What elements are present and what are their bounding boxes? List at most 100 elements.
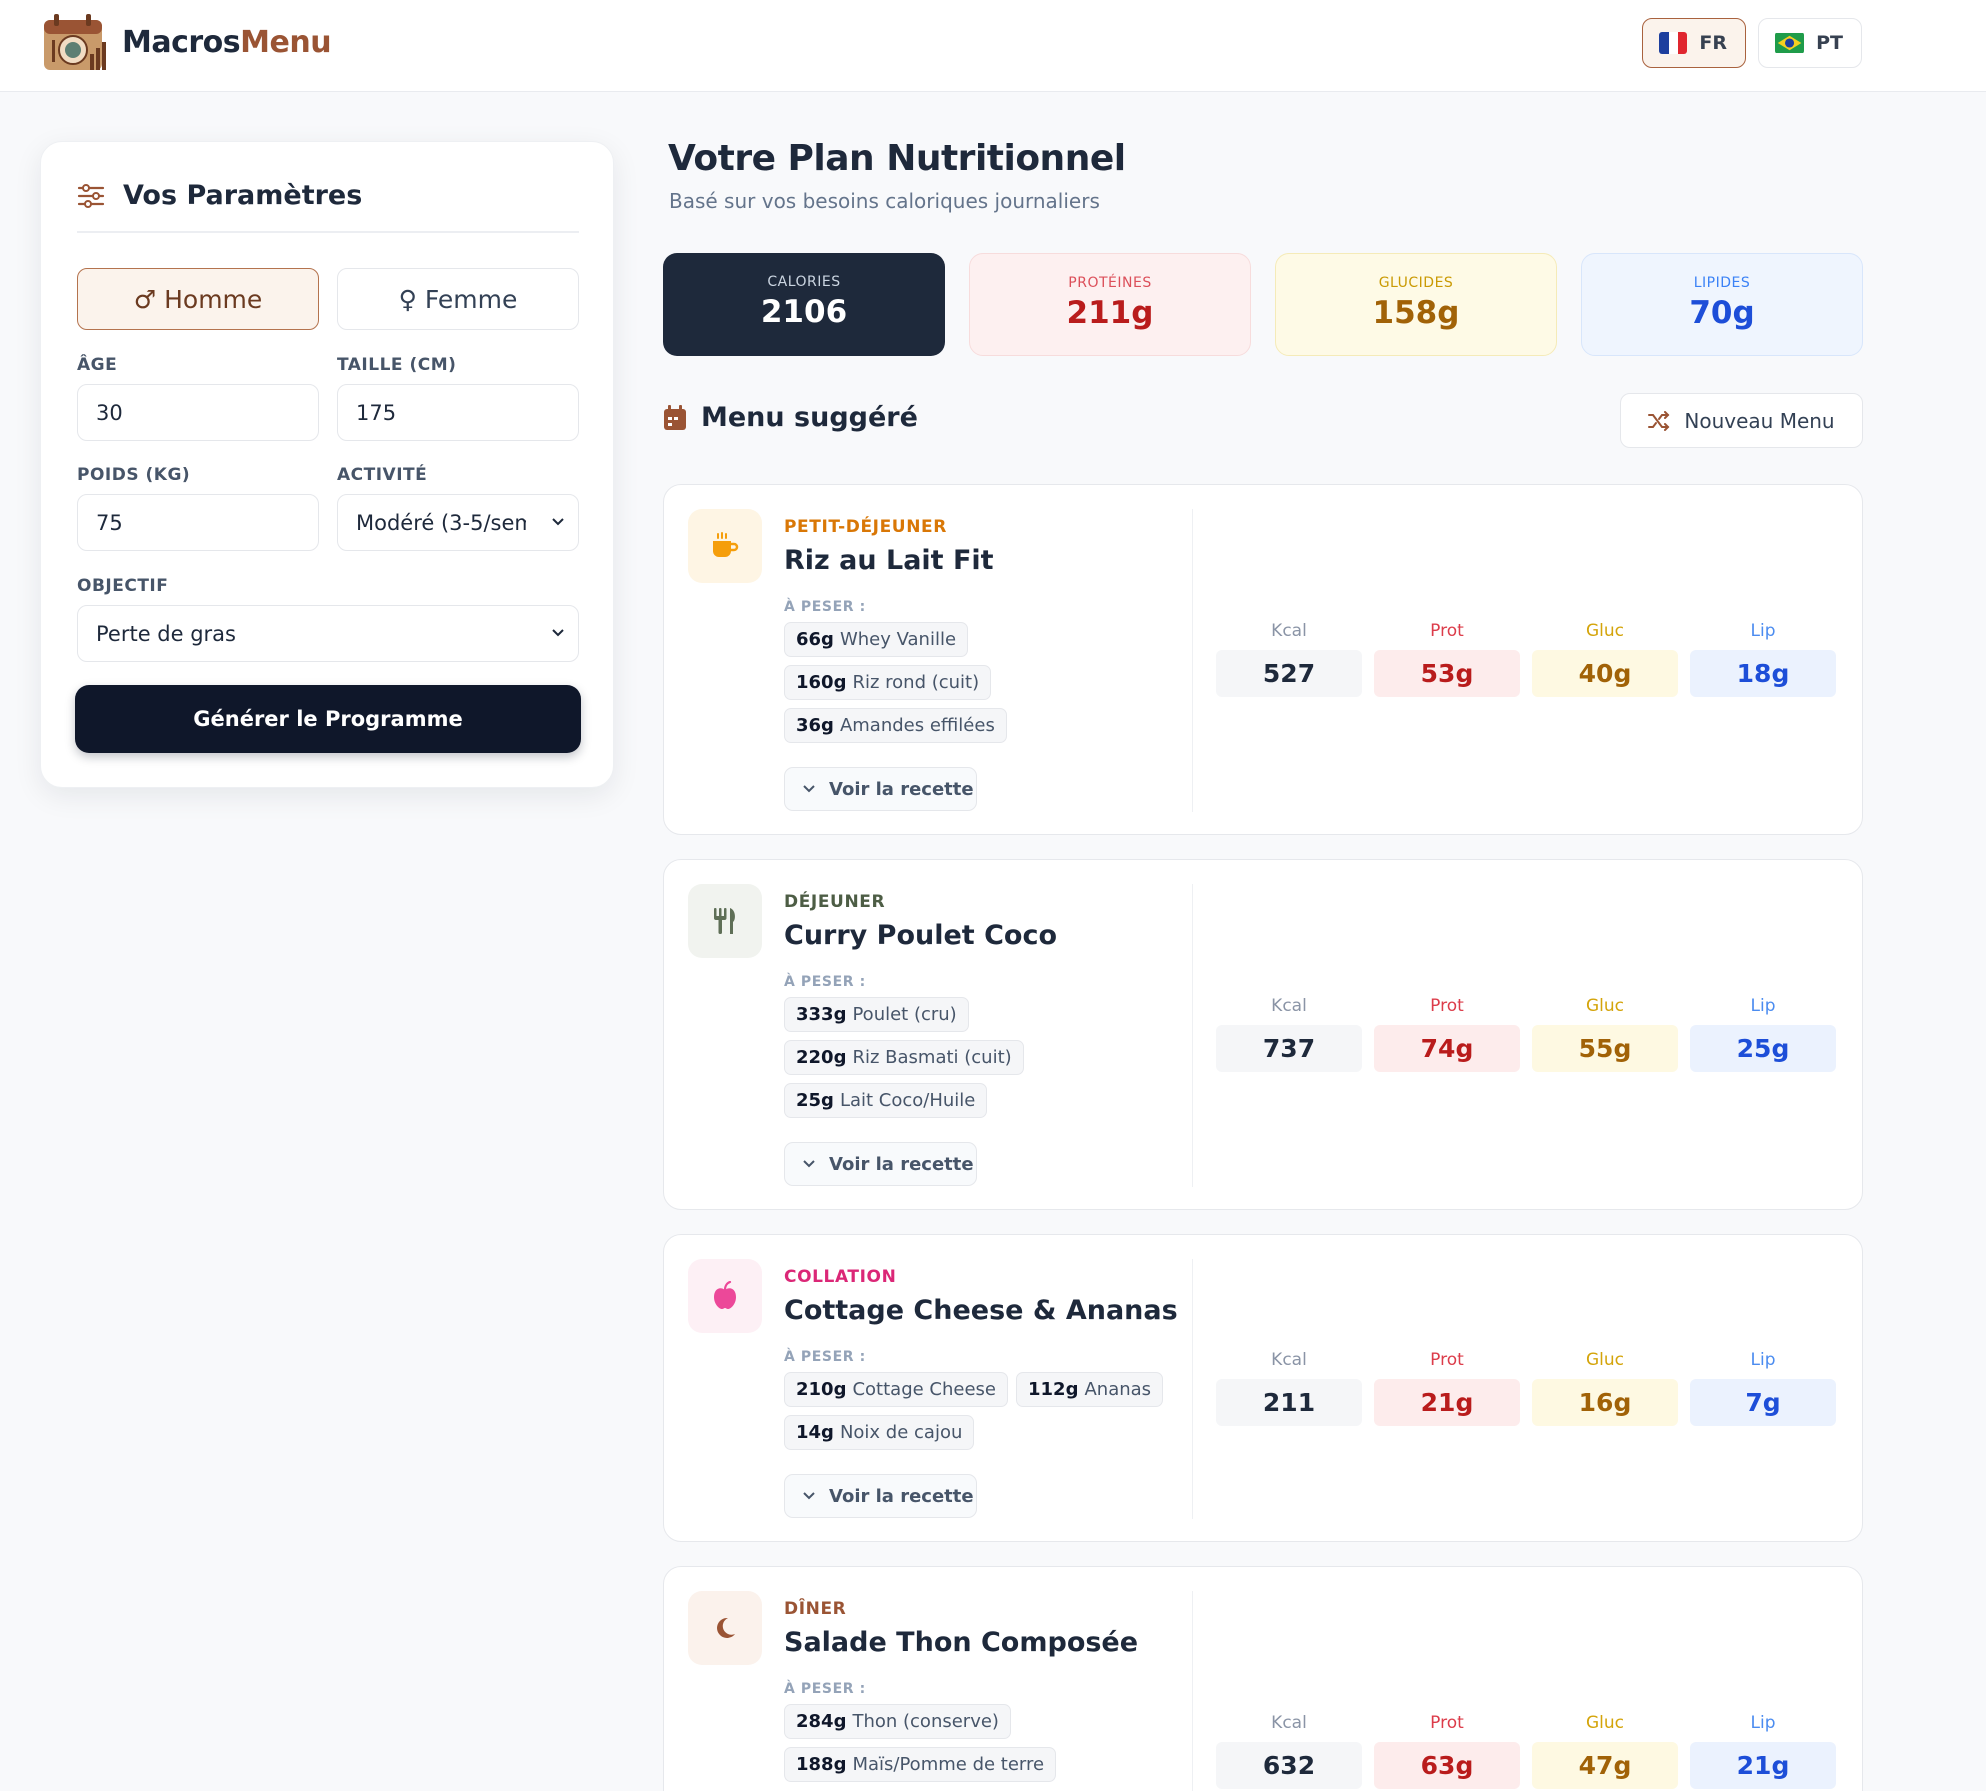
- parameters-title: Vos Paramètres: [123, 180, 363, 211]
- ingredient-chip: 210g Cottage Cheese: [784, 1372, 1008, 1407]
- carbs-value: 55g: [1532, 1025, 1678, 1072]
- divider: [1192, 509, 1193, 812]
- age-input[interactable]: 30: [77, 384, 319, 441]
- chevron-down-icon: [803, 1492, 815, 1500]
- chevron-down-icon: [803, 785, 815, 793]
- activity-label: ACTIVITÉ: [337, 465, 428, 485]
- weigh-label: À PESER :: [784, 974, 866, 990]
- brazil-flag-icon: [1775, 32, 1805, 54]
- chevron-down-icon: [803, 1160, 815, 1168]
- meal-name: Riz au Lait Fit: [784, 545, 994, 576]
- protein-summary-card: PROTÉINES 211g: [969, 253, 1251, 356]
- meal-category: PETIT-DÉJEUNER: [784, 517, 947, 537]
- kcal-value: 632: [1216, 1742, 1362, 1789]
- kcal-value: 527: [1216, 650, 1362, 697]
- ingredient-chip: 25g Lait Coco/Huile: [784, 1083, 988, 1118]
- fat-summary-card: LIPIDES 70g: [1581, 253, 1863, 356]
- meal-name: Curry Poulet Coco: [784, 920, 1058, 951]
- top-header: MacrosMenu FR PT: [0, 0, 1986, 92]
- sliders-icon: [77, 183, 105, 208]
- height-label: TAILLE (CM): [337, 355, 457, 375]
- language-button-pt[interactable]: PT: [1758, 18, 1862, 68]
- ingredient-chip: 36g Amandes effilées: [784, 708, 1007, 743]
- parameters-card: Vos Paramètres ♂ Homme ♀ Femme ÂGE TAILL…: [40, 141, 614, 788]
- brand-name: MacrosMenu: [122, 24, 332, 60]
- divider: [1192, 1259, 1193, 1519]
- meal-icon-box: [688, 884, 762, 958]
- meal-name: Salade Thon Composée: [784, 1627, 1139, 1658]
- kcal-value: 737: [1216, 1025, 1362, 1072]
- new-menu-button[interactable]: Nouveau Menu: [1620, 393, 1863, 448]
- kcal-label: Kcal: [1271, 996, 1307, 1016]
- gender-female-label: Femme: [424, 284, 518, 314]
- weight-label: POIDS (KG): [77, 465, 191, 485]
- meal-category: DÎNER: [784, 1599, 847, 1619]
- brand[interactable]: MacrosMenu: [40, 10, 332, 74]
- ingredient-chip: 220g Riz Basmati (cuit): [784, 1040, 1024, 1075]
- carbs-label: Gluc: [1585, 1350, 1625, 1370]
- weigh-label: À PESER :: [784, 599, 866, 615]
- view-recipe-button[interactable]: Voir la recette: [784, 1474, 977, 1518]
- goal-select[interactable]: Perte de gras: [77, 605, 579, 662]
- calendar-icon: [664, 404, 686, 430]
- protein-label: Prot: [1430, 1713, 1464, 1733]
- protein-value: 21g: [1374, 1379, 1520, 1426]
- meal-icon-box: [688, 509, 762, 583]
- weigh-label: À PESER :: [784, 1349, 866, 1365]
- weigh-label: À PESER :: [784, 1681, 866, 1697]
- meal-icon-box: [688, 1259, 762, 1333]
- gender-male-label: Homme: [164, 284, 263, 314]
- height-input[interactable]: 175: [337, 384, 579, 441]
- calories-summary-card: CALORIES 2106: [663, 253, 945, 356]
- ingredient-chip: 14g Noix de cajou: [784, 1415, 975, 1450]
- gender-female-button[interactable]: ♀ Femme: [337, 268, 579, 330]
- carbs-label: Gluc: [1585, 621, 1625, 641]
- meal-card-lunch: DÉJEUNER Curry Poulet Coco À PESER : 333…: [663, 859, 1863, 1210]
- chevron-down-icon: [552, 629, 564, 637]
- protein-label: Prot: [1430, 621, 1464, 641]
- protein-label: Prot: [1430, 996, 1464, 1016]
- language-label: PT: [1816, 32, 1843, 54]
- protein-value: 53g: [1374, 650, 1520, 697]
- utensils-icon: [714, 908, 735, 934]
- protein-label: Prot: [1430, 1350, 1464, 1370]
- weight-input[interactable]: 75: [77, 494, 319, 551]
- shuffle-icon: [1648, 410, 1670, 431]
- page-title: Votre Plan Nutritionnel: [668, 138, 1126, 179]
- divider: [1192, 1591, 1193, 1791]
- menu-title: Menu suggéré: [701, 402, 918, 433]
- divider: [1192, 884, 1193, 1187]
- carbs-value: 47g: [1532, 1742, 1678, 1789]
- fat-label: Lip: [1750, 996, 1776, 1016]
- fat-label: Lip: [1750, 1713, 1776, 1733]
- view-recipe-button[interactable]: Voir la recette: [784, 1142, 977, 1186]
- fat-value: 7g: [1690, 1379, 1836, 1426]
- apple-icon: [714, 1281, 736, 1309]
- calendar-plate-logo: [44, 14, 106, 70]
- language-label: FR: [1699, 32, 1727, 54]
- carbs-value: 40g: [1532, 650, 1678, 697]
- gender-male-button[interactable]: ♂ Homme: [77, 268, 319, 330]
- generate-program-button[interactable]: Générer le Programme: [75, 685, 581, 753]
- fat-label: Lip: [1750, 621, 1776, 641]
- protein-value: 63g: [1374, 1742, 1520, 1789]
- activity-select[interactable]: Modéré (3-5/sem: [337, 494, 579, 551]
- meal-name: Cottage Cheese & Ananas: [784, 1295, 1178, 1326]
- meal-icon-box: [688, 1591, 762, 1665]
- ingredient-chip: 160g Riz rond (cuit): [784, 665, 992, 700]
- carbs-label: Gluc: [1585, 1713, 1625, 1733]
- divider: [77, 231, 579, 233]
- ingredient-chip: 112g Ananas: [1016, 1372, 1164, 1407]
- fat-value: 25g: [1690, 1025, 1836, 1072]
- language-button-fr[interactable]: FR: [1642, 18, 1746, 68]
- kcal-label: Kcal: [1271, 1713, 1307, 1733]
- age-label: ÂGE: [77, 355, 118, 375]
- meal-card-dinner: DÎNER Salade Thon Composée À PESER : 284…: [663, 1566, 1863, 1791]
- kcal-value: 211: [1216, 1379, 1362, 1426]
- fat-value: 18g: [1690, 650, 1836, 697]
- view-recipe-button[interactable]: Voir la recette: [784, 767, 977, 811]
- male-icon: ♂: [133, 284, 157, 314]
- moon-icon: [717, 1617, 735, 1638]
- france-flag-icon: [1659, 32, 1688, 54]
- chevron-down-icon: [552, 518, 564, 526]
